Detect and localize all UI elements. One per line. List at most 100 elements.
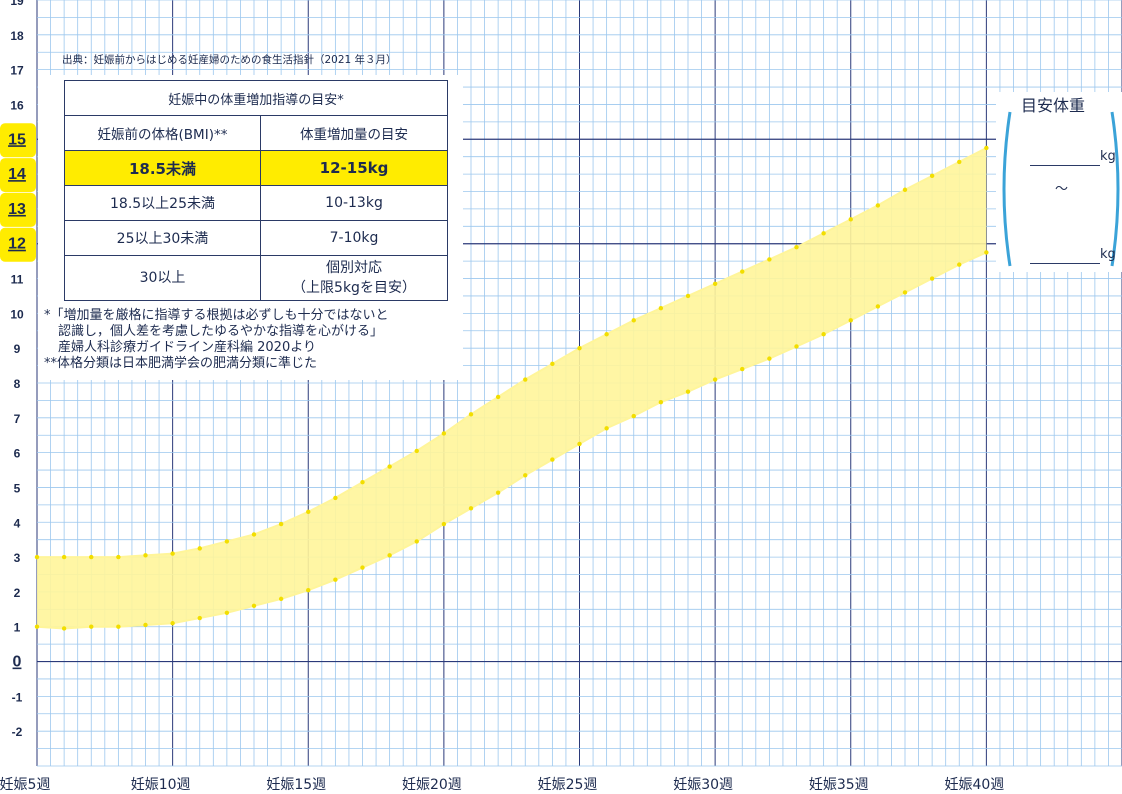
series-line-upper xyxy=(37,147,987,559)
data-point-lower xyxy=(848,318,853,323)
weight-range-band xyxy=(34,145,989,631)
table-row: 25以上30未満 7-10kg xyxy=(64,220,448,256)
data-point-upper xyxy=(929,173,935,179)
data-point-upper xyxy=(957,159,962,165)
data-point-upper xyxy=(333,495,338,501)
data-point-upper xyxy=(875,203,881,208)
y-tick-label: 15 xyxy=(8,131,26,148)
data-point-lower xyxy=(740,366,745,372)
target-upper-unit: kg xyxy=(1100,149,1116,164)
data-point-upper xyxy=(821,231,826,236)
target-lower-input-line[interactable] xyxy=(1030,263,1100,264)
data-point-lower xyxy=(604,426,609,431)
data-point-upper xyxy=(685,293,691,299)
data-point-lower xyxy=(143,622,148,628)
data-point-lower xyxy=(224,610,230,615)
y-tick-label: 16 xyxy=(10,98,24,112)
y-tick-highlight xyxy=(0,192,36,227)
x-tick-label: 妊娠40週 xyxy=(944,777,1004,793)
data-point-upper xyxy=(306,509,311,515)
x-tick-label: 妊娠5週 xyxy=(0,777,50,793)
data-point-lower xyxy=(278,596,284,602)
data-point-lower xyxy=(61,626,67,631)
source-citation: 出典：妊娠前からはじめる妊産婦のための食生活指針（2021 年３月） xyxy=(62,54,397,66)
data-point-lower xyxy=(550,457,555,462)
data-point-lower xyxy=(116,624,121,629)
y-tick-label: 18 xyxy=(10,29,24,43)
data-point-upper xyxy=(523,377,528,382)
series-line-lower xyxy=(36,251,987,630)
gain-upper-limit: （上限5kgを目安） xyxy=(292,280,416,296)
range-tilde: ～ xyxy=(1055,182,1069,197)
y-tick-highlight xyxy=(0,123,36,158)
data-point-upper xyxy=(767,257,772,262)
y-tick-label: -2 xyxy=(12,725,23,739)
data-point-upper xyxy=(224,539,230,544)
table-cell-bmi: 25以上30未満 xyxy=(64,220,261,256)
target-upper-input-line[interactable] xyxy=(1030,165,1100,166)
data-point-lower xyxy=(929,276,935,281)
table-row: 30以上 個別対応 （上限5kgを目安） xyxy=(64,255,448,301)
y-tick-label: 13 xyxy=(8,201,26,218)
y-tick-label: 19 xyxy=(10,0,24,8)
target-weight-title: 目安体重 xyxy=(1021,96,1086,115)
data-point-upper xyxy=(251,532,257,537)
data-point-upper xyxy=(89,554,94,560)
y-tick-label: 10 xyxy=(10,307,24,321)
data-point-upper xyxy=(170,551,175,556)
table-header-bmi: 妊娠前の体格(BMI)** xyxy=(64,115,261,151)
data-point-lower xyxy=(984,250,989,255)
note-line: 産婦人科診療ガイドライン産科編 2020より xyxy=(58,340,316,355)
data-point-upper xyxy=(984,145,989,151)
target-lower-unit: kg xyxy=(1100,247,1116,262)
data-point-upper xyxy=(712,281,718,286)
data-point-upper xyxy=(658,305,664,311)
table-cell-gain: 10-13kg xyxy=(260,185,448,221)
table-caption: 妊娠中の体重増加指導の目安* xyxy=(64,80,448,116)
y-tick-highlight xyxy=(0,158,36,193)
y-tick-label: 6 xyxy=(14,447,21,461)
data-point-lower xyxy=(523,473,528,478)
gain-individual: 個別対応 xyxy=(326,260,382,276)
y-tick-label: 2 xyxy=(14,586,21,600)
data-point-lower xyxy=(414,539,419,544)
data-point-upper xyxy=(550,361,555,367)
data-point-upper xyxy=(441,431,447,436)
data-point-upper xyxy=(740,269,745,274)
table-cell-bmi: 18.5未満 xyxy=(64,150,261,186)
table-notes: *「増加量を厳格に指導する根拠は必ずしも十分ではないと 認識し，個人差を考慮した… xyxy=(44,308,389,372)
data-point-upper xyxy=(902,187,908,192)
table-cell-gain: 12-15kg xyxy=(260,150,448,186)
y-tick-label: 0 xyxy=(13,654,22,671)
data-point-upper xyxy=(34,554,40,560)
table-cell-gain: 7-10kg xyxy=(260,220,448,256)
y-tick-label: 4 xyxy=(14,516,21,530)
table-row: 18.5未満 12-15kg xyxy=(64,150,448,186)
left-paren-icon xyxy=(1002,111,1012,267)
y-tick-label: 7 xyxy=(14,412,21,426)
data-point-upper xyxy=(143,553,148,558)
table-cell-gain: 個別対応 （上限5kgを目安） xyxy=(260,255,448,301)
data-point-lower xyxy=(197,615,202,621)
y-tick-label: 17 xyxy=(10,64,24,78)
data-point-upper xyxy=(577,345,582,351)
y-tick-label: 3 xyxy=(14,551,21,565)
data-point-upper xyxy=(631,318,636,323)
data-point-lower xyxy=(685,389,691,394)
data-point-upper xyxy=(197,546,202,551)
data-point-upper xyxy=(61,554,67,560)
data-point-lower xyxy=(441,521,447,527)
data-point-lower xyxy=(712,377,718,382)
data-point-lower xyxy=(794,344,799,349)
y-tick-label: 11 xyxy=(11,273,24,287)
data-point-lower xyxy=(957,262,962,267)
data-point-lower xyxy=(306,587,311,593)
y-tick-label: 1 xyxy=(14,621,21,635)
data-point-lower xyxy=(34,624,40,629)
data-point-lower xyxy=(902,290,908,295)
data-point-lower xyxy=(360,565,365,570)
table-cell-bmi: 18.5以上25未満 xyxy=(64,185,261,221)
data-point-upper xyxy=(794,245,799,250)
x-axis-labels: 妊娠5週 妊娠10週 妊娠15週 妊娠20週 妊娠25週 妊娠30週 妊娠35週 妊娠40週 xyxy=(0,777,1004,793)
